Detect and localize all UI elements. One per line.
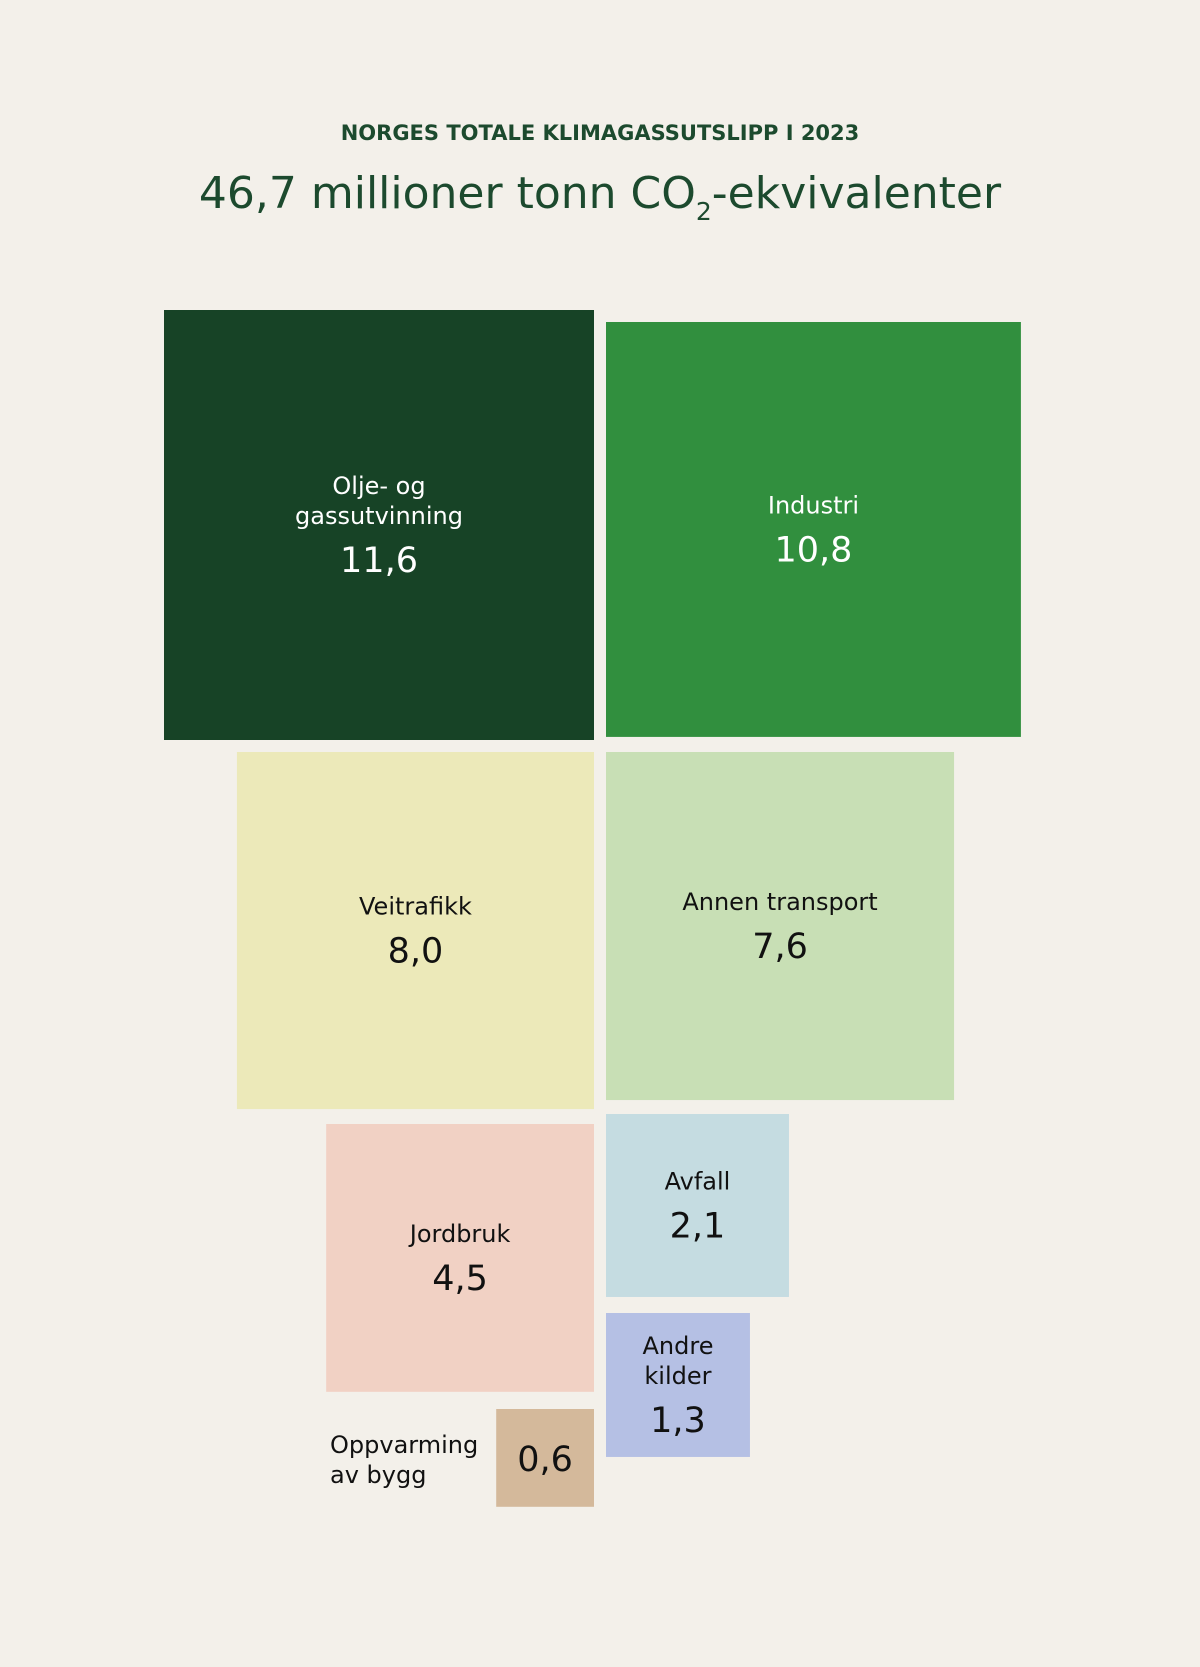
block-rect-industri	[606, 322, 1021, 737]
chart-title-prefix: 46,7 millioner tonn CO	[198, 168, 696, 219]
chart-title-suffix: -ekvivalenter	[711, 168, 1002, 219]
block-industri: Industri 10,8	[606, 322, 1021, 737]
block-name-veitrafikk: Veitrafikk	[359, 893, 472, 921]
block-name-avfall: Avfall	[665, 1167, 731, 1195]
chart-title: 46,7 millioner tonn CO2-ekvivalenter	[0, 168, 1200, 224]
block-value-andre-kilder: 1,3	[650, 1401, 706, 1441]
block-rect-oppvarming-av-bygg	[496, 1409, 594, 1507]
block-name-oppvarming-av-bygg: Oppvarming av bygg	[330, 1431, 478, 1489]
block-rect-jordbruk	[326, 1124, 594, 1392]
block-rect-veitrafikk	[236, 752, 595, 1110]
block-olje-og-gassutvinning: Olje- og gassutvinning 11,6	[164, 310, 594, 740]
block-value-olje-og-gassutvinning: 11,6	[340, 541, 418, 581]
block-name-andre-kilder: Andre kilder	[642, 1332, 713, 1390]
block-value-industri: 10,8	[774, 530, 852, 570]
block-name-annen-transport: Annen transport	[682, 888, 877, 916]
block-rect-andre-kilder	[606, 1313, 750, 1457]
block-rect-avfall	[606, 1114, 789, 1297]
block-name-olje-og-gassutvinning: Olje- og gassutvinning	[295, 472, 463, 530]
block-avfall: Avfall 2,1	[606, 1114, 789, 1297]
block-veitrafikk: Veitrafikk 8,0	[236, 752, 595, 1110]
block-name-jordbruk: Jordbruk	[408, 1220, 511, 1248]
chart-title-subscript: 2	[695, 197, 712, 226]
block-rect-annen-transport	[606, 752, 955, 1101]
block-annen-transport: Annen transport 7,6	[606, 752, 955, 1101]
block-rect-olje-og-gassutvinning	[164, 310, 594, 740]
block-name-industri: Industri	[768, 491, 859, 519]
block-andre-kilder: Andre kilder 1,3	[606, 1313, 750, 1457]
block-value-jordbruk: 4,5	[432, 1259, 488, 1299]
block-value-annen-transport: 7,6	[752, 927, 808, 967]
block-value-oppvarming-av-bygg: 0,6	[517, 1440, 573, 1480]
block-value-veitrafikk: 8,0	[388, 932, 444, 972]
block-oppvarming-av-bygg: Oppvarming av bygg 0,6	[330, 1409, 594, 1507]
chart-kicker: NORGES TOTALE KLIMAGASSUTSLIPP I 2023	[340, 121, 860, 145]
block-value-avfall: 2,1	[670, 1206, 726, 1246]
block-jordbruk: Jordbruk 4,5	[326, 1124, 594, 1392]
